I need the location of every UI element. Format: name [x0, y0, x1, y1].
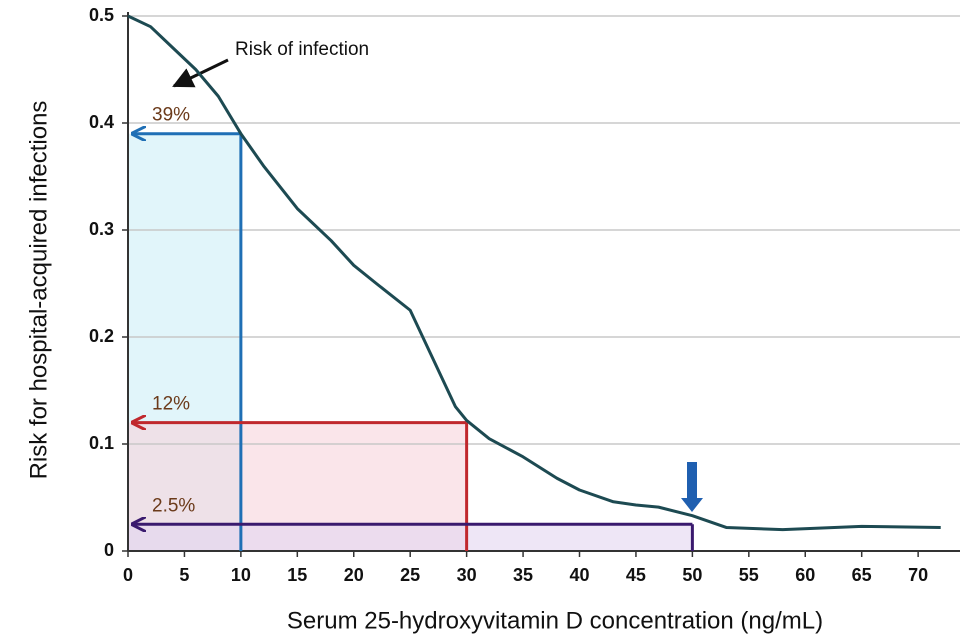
x-tick-label: 5: [179, 565, 189, 585]
guide-area: [128, 524, 693, 551]
x-tick-label: 25: [400, 565, 420, 585]
y-tick-label: 0.5: [89, 5, 114, 25]
guide-label: 39%: [152, 105, 190, 126]
y-axis-label: Risk for hospital-acquired infections: [25, 101, 52, 480]
x-tick-label: 55: [739, 565, 759, 585]
y-tick-label: 0.4: [89, 112, 114, 132]
x-tick-label: 15: [287, 565, 307, 585]
guide-label: 2.5%: [152, 495, 195, 516]
x-tick-label: 20: [344, 565, 364, 585]
x-tick-label: 65: [852, 565, 872, 585]
x-tick-label: 45: [626, 565, 646, 585]
x-tick-label: 50: [682, 565, 702, 585]
y-tick-label: 0: [104, 540, 114, 560]
x-tick-label: 40: [569, 565, 589, 585]
risk-curve: [127, 14, 941, 532]
x-tick-label: 10: [231, 565, 251, 585]
x-tick-label: 30: [457, 565, 477, 585]
annotation: Risk of infection: [235, 39, 369, 60]
x-tick-label: 70: [908, 565, 928, 585]
down-arrow: [681, 462, 703, 512]
guide-label: 12%: [152, 394, 190, 415]
y-tick-label: 0.1: [89, 433, 114, 453]
y-tick-label: 0.3: [89, 219, 114, 239]
x-tick-label: 60: [795, 565, 815, 585]
y-tick-label: 0.2: [89, 326, 114, 346]
x-tick-label: 35: [513, 565, 533, 585]
annotation-arrow: [172, 58, 229, 88]
x-axis-label: Serum 25-hydroxyvitamin D concentration …: [287, 607, 823, 634]
background-layer: [128, 15, 960, 552]
x-tick-label: 0: [123, 565, 133, 585]
